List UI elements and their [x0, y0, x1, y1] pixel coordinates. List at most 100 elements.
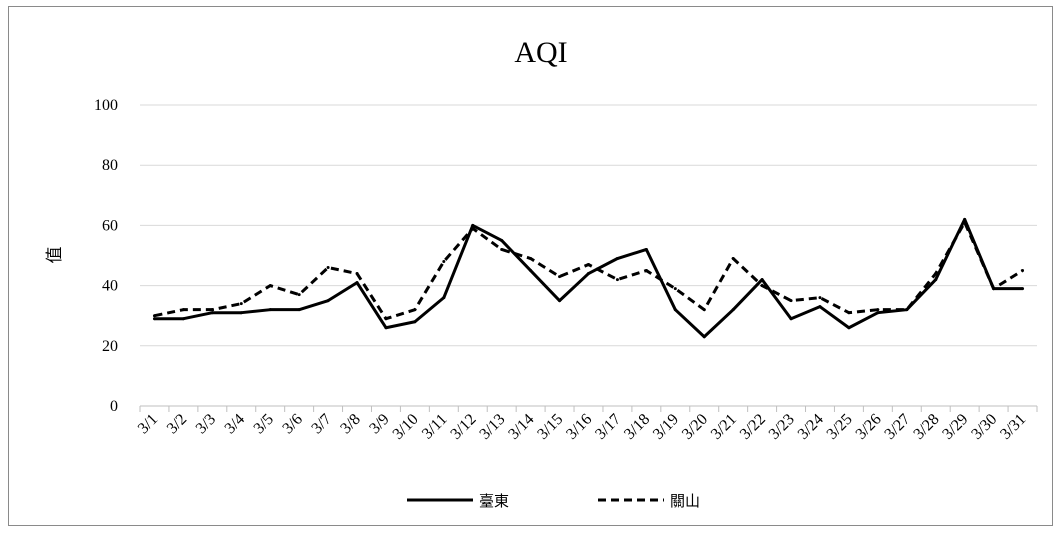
x-tick-label: 3/1	[135, 411, 161, 437]
data-point	[702, 335, 706, 339]
legend: 臺東 關山	[407, 492, 700, 510]
data-point	[297, 293, 301, 297]
data-point	[847, 326, 851, 330]
data-point	[731, 308, 735, 312]
y-tick-label: 40	[102, 278, 118, 295]
legend-label: 臺東	[479, 492, 509, 510]
data-point	[210, 308, 214, 312]
x-tick-label: 3/2	[164, 411, 190, 437]
x-tick-label: 3/7	[308, 411, 334, 437]
x-tick-label: 3/4	[222, 411, 248, 437]
data-point	[1021, 269, 1025, 273]
legend-label: 關山	[670, 492, 700, 510]
y-tick-labels: 0 20 40 60 80 100	[94, 97, 118, 415]
data-point	[963, 217, 967, 221]
x-tick-label: 3/23	[766, 411, 798, 443]
data-point	[239, 311, 243, 315]
data-point	[326, 299, 330, 303]
data-point	[876, 308, 880, 312]
data-point	[384, 317, 388, 321]
data-point	[760, 278, 764, 282]
data-point	[384, 326, 388, 330]
data-point	[963, 220, 967, 224]
data-point	[181, 308, 185, 312]
x-tick-label: 3/8	[337, 411, 363, 437]
x-tick-label: 3/14	[505, 411, 537, 443]
data-point	[297, 308, 301, 312]
y-tick-label: 100	[94, 97, 118, 114]
data-point	[992, 287, 996, 291]
y-axis-label: 值	[45, 247, 65, 264]
data-point	[471, 223, 475, 227]
data-point	[268, 308, 272, 312]
x-tick-label: 3/30	[968, 411, 1000, 443]
data-point	[934, 278, 938, 282]
chart-frame	[8, 6, 1053, 526]
data-point	[876, 311, 880, 315]
data-point	[529, 257, 533, 261]
x-tick-label: 3/29	[939, 411, 971, 443]
x-tick-label: 3/19	[650, 411, 682, 443]
data-point	[760, 284, 764, 288]
x-axis: 3/1 3/2 3/3 3/4 3/5 3/6 3/7 3/8 3/93/103/113/123…	[135, 405, 1038, 443]
data-point	[587, 263, 590, 267]
data-point	[1021, 287, 1025, 291]
x-tick-label: 3/20	[679, 411, 711, 443]
data-point	[587, 272, 590, 276]
x-tick-label: 3/31	[997, 411, 1029, 443]
x-tick-label: 3/22	[737, 411, 769, 443]
x-tick-label: 3/3	[193, 411, 219, 437]
data-point	[558, 299, 562, 303]
x-tick-label: 3/6	[279, 411, 305, 437]
data-point	[789, 317, 793, 321]
series-line-2	[154, 220, 1024, 321]
data-point	[471, 226, 475, 230]
series-lines	[152, 217, 1025, 339]
data-point	[355, 272, 359, 276]
data-point	[413, 320, 417, 324]
x-tick-label: 3/24	[795, 411, 827, 443]
data-point	[413, 308, 417, 312]
data-point	[615, 278, 619, 282]
data-point	[442, 296, 446, 300]
x-tick-label: 3/9	[366, 411, 392, 437]
data-point	[326, 266, 330, 270]
data-point	[934, 272, 938, 276]
x-tick-label: 3/25	[824, 411, 856, 443]
data-point	[644, 269, 648, 273]
data-point	[181, 317, 185, 321]
data-point	[152, 314, 156, 318]
data-point	[615, 257, 619, 261]
data-point	[673, 308, 677, 312]
data-point	[268, 284, 272, 288]
data-point	[847, 311, 851, 315]
x-tick-label: 3/27	[881, 411, 913, 443]
x-tick-label: 3/18	[621, 411, 653, 443]
data-point	[152, 317, 156, 321]
series-line-1	[154, 217, 1023, 339]
data-point	[529, 269, 533, 273]
chart-title: AQI	[514, 36, 567, 69]
data-point	[644, 247, 648, 251]
x-tick-label: 3/28	[910, 411, 942, 443]
data-point	[500, 238, 504, 242]
x-tick-label: 3/13	[476, 411, 508, 443]
x-tick-label: 3/10	[390, 411, 422, 443]
data-point	[789, 299, 793, 303]
data-point	[210, 311, 214, 315]
x-tick-label: 3/5	[251, 411, 277, 437]
y-tick-label: 60	[102, 217, 118, 234]
data-point	[702, 308, 706, 312]
x-tick-label: 3/12	[447, 411, 479, 443]
x-tick-label: 3/16	[563, 411, 595, 443]
data-point	[500, 247, 504, 251]
x-tick-label: 3/26	[853, 411, 885, 443]
data-point	[558, 275, 562, 279]
y-tick-label: 80	[102, 157, 118, 174]
x-tick-label: 3/15	[534, 411, 566, 443]
data-point	[905, 308, 909, 312]
data-point	[442, 260, 446, 264]
data-point	[239, 302, 243, 306]
y-tick-label: 20	[102, 338, 118, 355]
